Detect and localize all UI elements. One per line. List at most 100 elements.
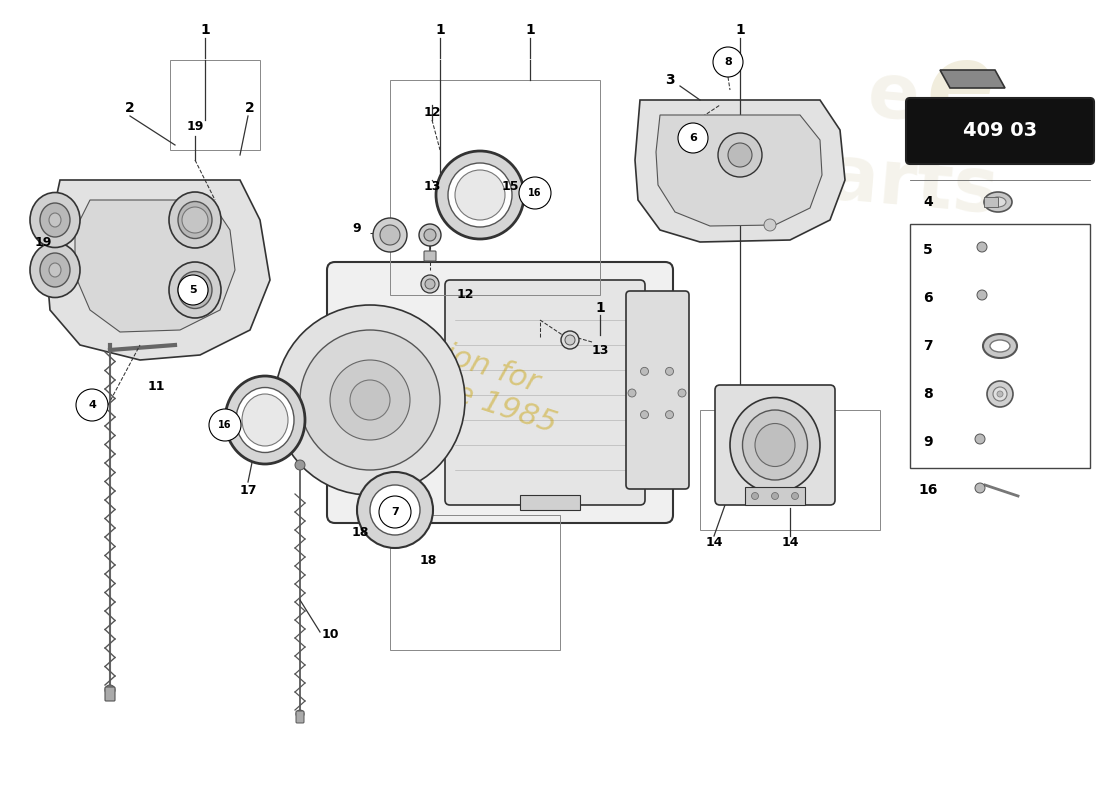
Bar: [700, 410, 880, 530]
Text: 12: 12: [424, 106, 441, 118]
Text: 5: 5: [923, 243, 933, 257]
Text: 8: 8: [923, 387, 933, 401]
Circle shape: [666, 410, 673, 418]
Circle shape: [296, 710, 304, 718]
Circle shape: [565, 335, 575, 345]
Ellipse shape: [436, 151, 524, 239]
Ellipse shape: [236, 387, 294, 453]
Circle shape: [421, 275, 439, 293]
Circle shape: [771, 493, 779, 499]
Text: 5: 5: [189, 285, 197, 295]
Text: 18: 18: [351, 526, 369, 538]
Ellipse shape: [755, 423, 795, 466]
Ellipse shape: [40, 253, 70, 287]
FancyBboxPatch shape: [626, 291, 689, 489]
Circle shape: [561, 331, 579, 349]
Ellipse shape: [730, 398, 820, 493]
Text: 13: 13: [424, 179, 441, 193]
Circle shape: [718, 133, 762, 177]
FancyBboxPatch shape: [446, 280, 645, 505]
Text: a passion for
parts since 1985: a passion for parts since 1985: [309, 301, 571, 439]
Ellipse shape: [242, 394, 288, 446]
Text: 19: 19: [186, 121, 204, 134]
Ellipse shape: [990, 197, 1006, 207]
Text: 1: 1: [735, 23, 745, 37]
Polygon shape: [940, 70, 1005, 88]
Circle shape: [640, 410, 649, 418]
Text: 19: 19: [35, 235, 53, 249]
Circle shape: [76, 389, 108, 421]
Circle shape: [358, 472, 433, 548]
Ellipse shape: [455, 170, 505, 220]
Text: 10: 10: [322, 629, 340, 642]
Circle shape: [666, 367, 673, 375]
Circle shape: [640, 367, 649, 375]
Polygon shape: [635, 100, 845, 242]
Polygon shape: [75, 200, 235, 332]
Polygon shape: [656, 115, 822, 226]
FancyBboxPatch shape: [715, 385, 835, 505]
Text: 6: 6: [923, 291, 933, 305]
Bar: [745, 487, 805, 505]
FancyBboxPatch shape: [424, 251, 436, 261]
Circle shape: [728, 143, 752, 167]
Text: 1: 1: [436, 23, 444, 37]
Circle shape: [419, 224, 441, 246]
FancyBboxPatch shape: [104, 687, 116, 701]
Text: 18: 18: [419, 554, 437, 566]
Text: 7: 7: [392, 507, 399, 517]
Ellipse shape: [984, 192, 1012, 212]
Circle shape: [792, 493, 799, 499]
Circle shape: [104, 685, 116, 695]
Circle shape: [713, 47, 743, 77]
Ellipse shape: [50, 213, 60, 227]
Circle shape: [751, 493, 759, 499]
Bar: [390, 515, 560, 650]
Circle shape: [300, 330, 440, 470]
Text: 16: 16: [918, 483, 937, 497]
Circle shape: [379, 225, 400, 245]
Circle shape: [678, 389, 686, 397]
Ellipse shape: [990, 340, 1010, 352]
FancyBboxPatch shape: [327, 262, 673, 523]
Circle shape: [977, 290, 987, 300]
Text: 7: 7: [923, 339, 933, 353]
Circle shape: [519, 177, 551, 209]
Text: e
parts: e parts: [771, 50, 1010, 230]
Polygon shape: [45, 180, 270, 360]
Circle shape: [977, 242, 987, 252]
Circle shape: [330, 360, 410, 440]
Ellipse shape: [50, 263, 60, 277]
Text: 12: 12: [456, 287, 474, 301]
FancyBboxPatch shape: [906, 98, 1094, 164]
Text: parts: parts: [917, 116, 1033, 154]
Text: 14: 14: [781, 535, 799, 549]
Text: 9: 9: [923, 435, 933, 449]
Circle shape: [987, 381, 1013, 407]
Circle shape: [209, 409, 241, 441]
Ellipse shape: [742, 410, 807, 480]
Text: 2: 2: [245, 101, 255, 115]
Circle shape: [993, 387, 1007, 401]
Ellipse shape: [40, 203, 70, 237]
Text: 14: 14: [705, 535, 723, 549]
Text: 2: 2: [125, 101, 135, 115]
Circle shape: [678, 123, 708, 153]
Ellipse shape: [30, 242, 80, 298]
Circle shape: [975, 434, 984, 444]
Ellipse shape: [448, 163, 512, 227]
Circle shape: [975, 483, 984, 493]
Ellipse shape: [169, 192, 221, 248]
Ellipse shape: [178, 271, 212, 309]
Bar: [984, 197, 998, 207]
Circle shape: [182, 207, 208, 233]
Text: 17: 17: [240, 483, 256, 497]
Ellipse shape: [30, 193, 80, 247]
Ellipse shape: [226, 376, 305, 464]
Circle shape: [373, 218, 407, 252]
Text: 1: 1: [595, 301, 605, 315]
Circle shape: [295, 460, 305, 470]
Circle shape: [424, 229, 436, 241]
Text: 8: 8: [724, 57, 732, 67]
Text: 11: 11: [148, 381, 165, 394]
